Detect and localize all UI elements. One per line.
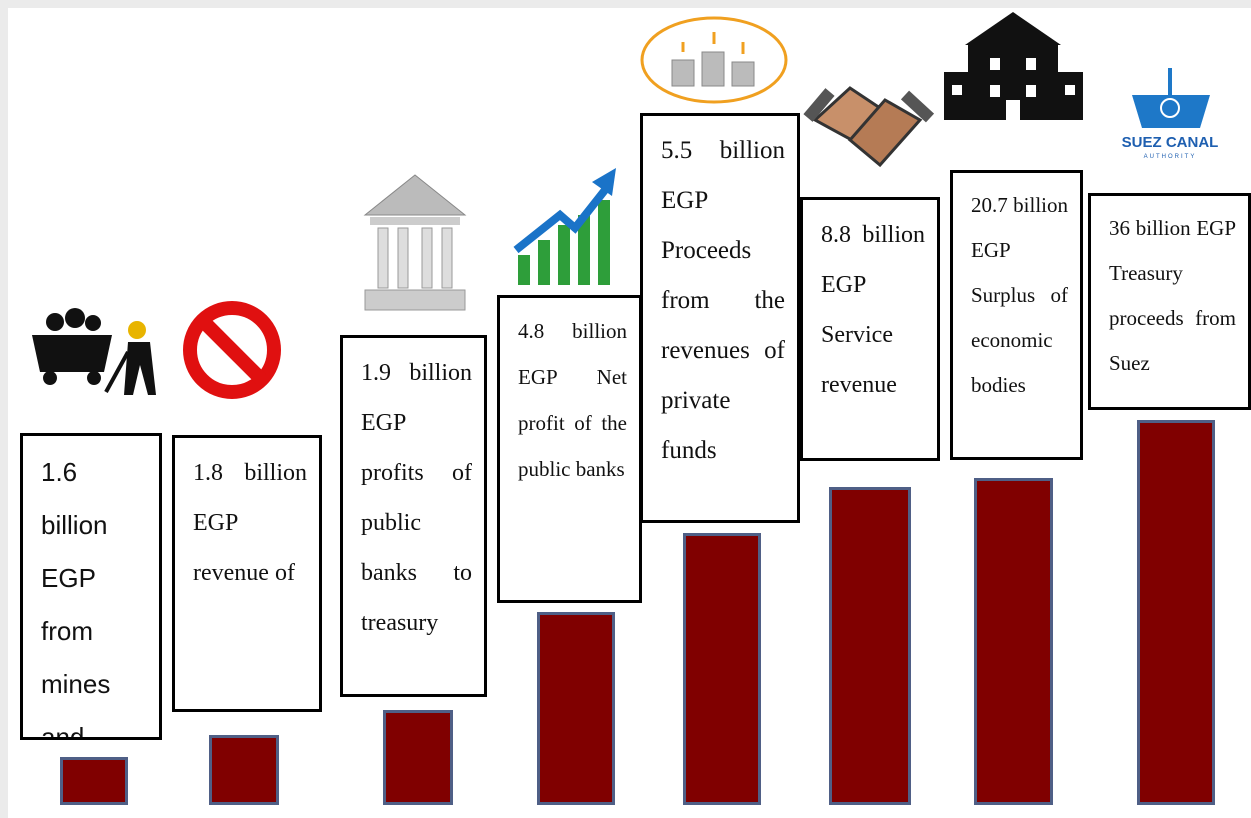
text-box: 36 billion EGP Treasury proceeds from Su… [1088,193,1251,410]
infographic: SUEZ CANAL AUTHORITY 1.6 billion EGP fro… [8,8,1251,818]
mine-icon [32,308,156,395]
suez-logo: SUEZ CANAL AUTHORITY [1122,68,1219,160]
bar [537,612,615,805]
text-box: 1.8 billion EGP revenue of [172,435,322,712]
handshake-icon [803,86,935,168]
text-box: 1.9 billion EGP profits of public banks … [340,335,487,697]
bar [1137,420,1215,805]
text-box: 5.5 billion EGP Proceeds from the revenu… [640,113,800,523]
bar [829,487,911,805]
text-box: 8.8 billion EGP Service revenue [800,197,940,461]
bank-icon [363,174,467,311]
text-box: 4.8 billion EGP Net profit of the public… [497,295,642,603]
icons: SUEZ CANAL AUTHORITY [32,12,1219,399]
prohibited-icon [183,301,281,399]
building-icon [944,12,1083,120]
text-box: 1.6 billion EGP from mines and [20,433,162,740]
bar [383,710,453,805]
logo-text: SUEZ CANAL [1122,134,1219,151]
text-box: 20.7 billion EGP Surplus of economic bod… [950,170,1083,460]
bar [60,757,128,805]
bar [209,735,279,805]
growth-icon [513,168,616,285]
coins-icon [640,16,788,104]
bar [974,478,1053,805]
bar [683,533,761,805]
logo-subtext: AUTHORITY [1144,154,1197,160]
